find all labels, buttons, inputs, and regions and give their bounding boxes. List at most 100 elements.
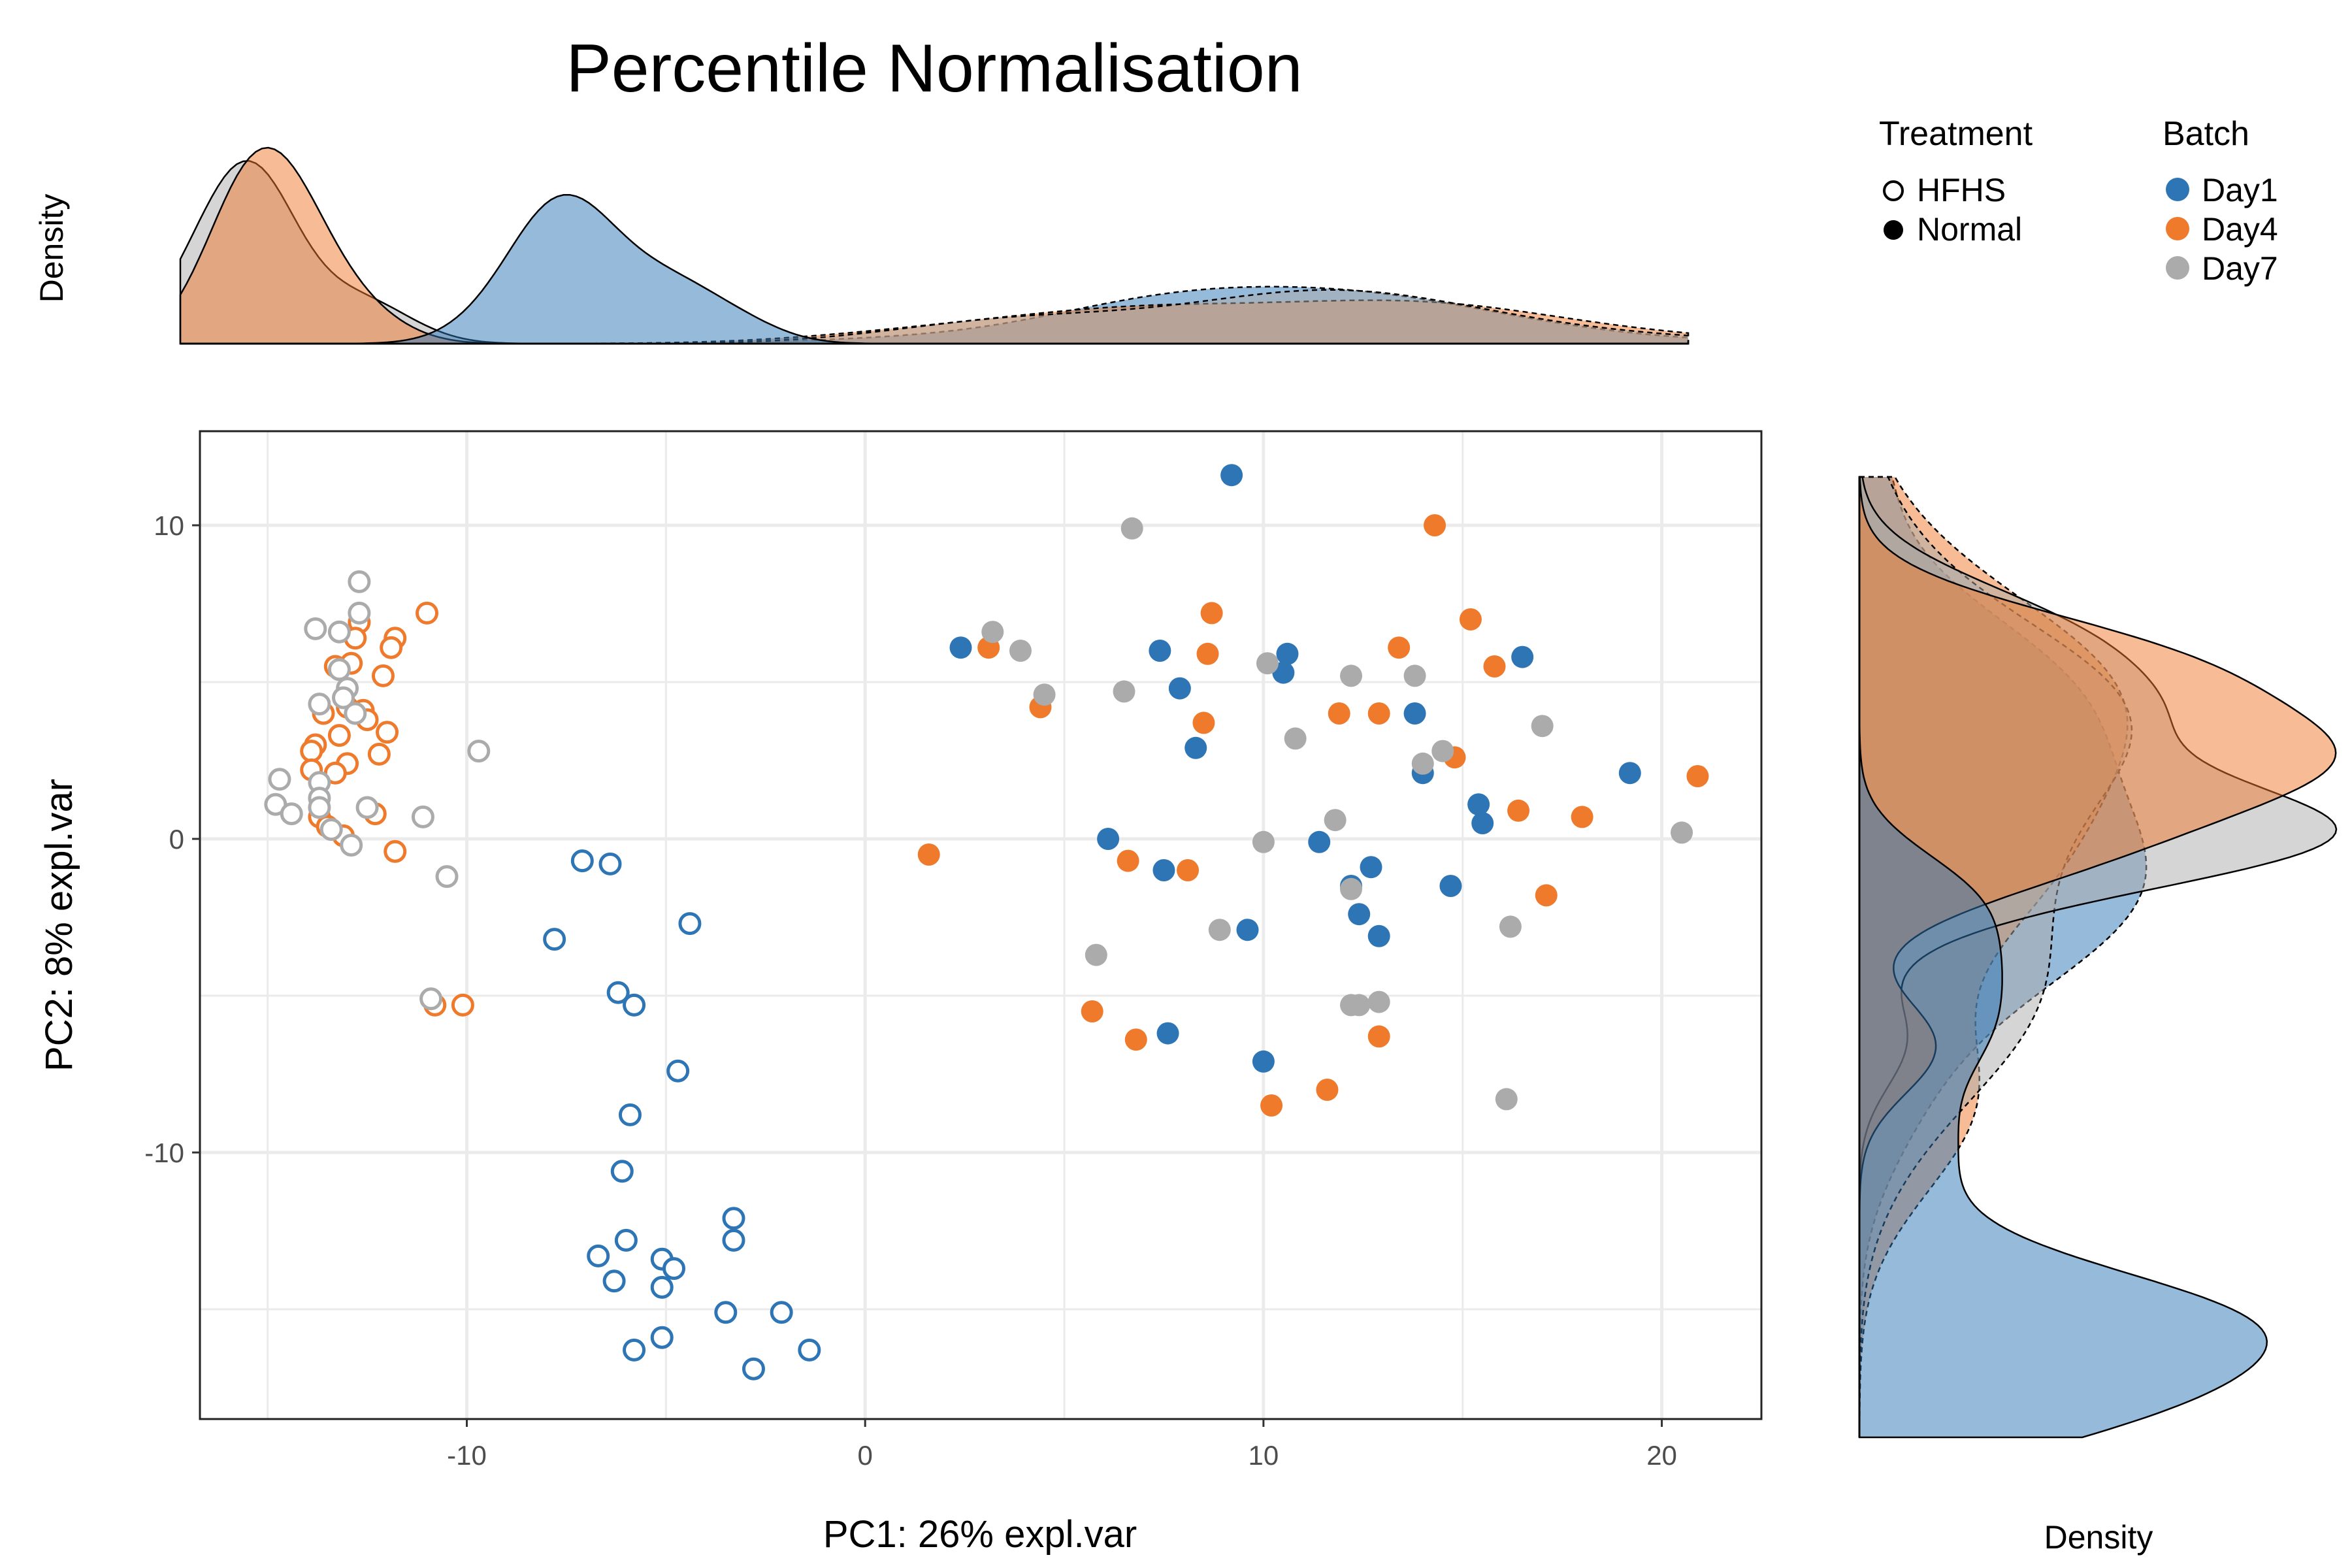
y-tick-label: -10 <box>144 1137 184 1168</box>
point-day7-normal <box>1033 683 1056 706</box>
point-day1-hfhs <box>770 1301 793 1324</box>
point-day7-normal <box>1284 727 1307 750</box>
point-day1-hfhs <box>614 1228 638 1252</box>
point-day7-normal <box>1009 640 1032 662</box>
point-day7-hfhs <box>331 686 355 710</box>
scatter-panel: -10 0 10 20 10 0 -10 PC1: 26% expl.var PC2: 8%… <box>38 430 1763 1556</box>
point-day7-hfhs <box>280 802 303 826</box>
point-day1-normal <box>949 636 972 659</box>
point-day1-hfhs <box>722 1207 745 1230</box>
point-day7-hfhs <box>308 693 331 716</box>
point-day7-normal <box>1531 715 1554 738</box>
point-day4-hfhs <box>300 740 323 763</box>
legend-normal-marker <box>1884 220 1903 240</box>
point-day7-hfhs <box>419 987 443 1011</box>
point-day1-normal <box>1308 830 1331 853</box>
point-day4-hfhs <box>371 664 395 687</box>
point-day1-hfhs <box>678 912 702 936</box>
point-day7-normal <box>1403 664 1426 687</box>
point-day4-normal <box>1686 765 1709 787</box>
point-day7-normal <box>1340 994 1363 1017</box>
x-axis-title: PC1: 26% expl.var <box>823 1513 1137 1556</box>
point-day4-hfhs <box>380 636 403 659</box>
point-day1-normal <box>1097 828 1120 850</box>
point-day7-hfhs <box>348 570 371 593</box>
x-tick-label: 20 <box>1646 1440 1677 1471</box>
point-day4-hfhs <box>327 724 351 747</box>
point-day1-normal <box>1618 762 1641 785</box>
legend-hfhs-marker <box>1883 180 1904 201</box>
point-day7-hfhs <box>340 834 363 857</box>
point-day1-hfhs <box>662 1257 686 1281</box>
point-day1-normal <box>1156 1022 1179 1045</box>
point-day1-normal <box>1168 677 1191 700</box>
point-day7-normal <box>1085 943 1107 966</box>
point-day4-normal <box>1571 806 1593 828</box>
point-day4-normal <box>1367 1025 1390 1048</box>
point-day7-hfhs <box>327 658 351 681</box>
point-day4-normal <box>917 843 940 866</box>
point-day7-normal <box>1499 915 1522 938</box>
point-day7-hfhs <box>348 601 371 625</box>
point-day4-normal <box>1192 711 1215 734</box>
y-tick-label: 10 <box>154 510 184 541</box>
point-day1-normal <box>1403 702 1426 725</box>
legend-batch-title: Batch <box>2163 115 2249 153</box>
point-day4-normal <box>1388 636 1411 659</box>
x-tick-label: -10 <box>447 1440 487 1471</box>
point-day7-normal <box>981 621 1004 644</box>
point-day4-hfhs <box>384 840 407 863</box>
point-day4-normal <box>1507 799 1530 822</box>
right-density-curves <box>1858 476 2338 1439</box>
point-day7-normal <box>1367 990 1390 1013</box>
x-tick-label: 0 <box>858 1440 873 1471</box>
point-day1-hfhs <box>742 1357 765 1380</box>
point-day1-hfhs <box>587 1244 610 1267</box>
point-day1-hfhs <box>623 1338 646 1362</box>
point-day1-normal <box>1276 642 1299 665</box>
point-day7-hfhs <box>344 702 367 725</box>
point-day1-normal <box>1220 464 1243 487</box>
plot-border <box>199 430 1763 1420</box>
point-day7-normal <box>1340 877 1363 900</box>
data-points <box>264 464 1709 1380</box>
point-day7-hfhs <box>308 796 331 819</box>
legend-day1-label: Day1 <box>2202 172 2278 208</box>
legend-day7-marker <box>2166 256 2189 280</box>
point-day1-normal <box>1439 875 1462 897</box>
point-day7-normal <box>1431 740 1454 762</box>
legend-normal-label: Normal <box>1917 211 2022 248</box>
point-day1-hfhs <box>623 993 646 1017</box>
legend: Treatment HFHS Normal Batch Day1 Day4 Da… <box>1879 115 2278 287</box>
point-day1-normal <box>1367 924 1390 947</box>
point-day4-hfhs <box>376 721 399 744</box>
point-day7-normal <box>1252 830 1275 853</box>
point-day1-hfhs <box>543 928 566 951</box>
point-day4-normal <box>1081 1000 1103 1022</box>
x-tick-label: 10 <box>1249 1440 1279 1471</box>
legend-day4-label: Day4 <box>2202 211 2278 248</box>
y-axis-title: PC2: 8% expl.var <box>38 779 80 1071</box>
point-day4-normal <box>1535 884 1558 907</box>
point-day1-hfhs <box>618 1103 642 1126</box>
point-day7-hfhs <box>319 818 343 841</box>
point-day7-normal <box>1256 652 1279 675</box>
top-density-panel: Density <box>33 146 1690 345</box>
point-day1-hfhs <box>602 1269 626 1293</box>
point-day7-hfhs <box>435 865 459 889</box>
point-day1-hfhs <box>722 1228 745 1252</box>
point-day1-hfhs <box>570 849 594 873</box>
point-day7-normal <box>1671 821 1693 844</box>
legend-day7-label: Day7 <box>2202 250 2278 287</box>
point-day4-normal <box>1483 655 1506 678</box>
point-day4-normal <box>1177 859 1200 881</box>
point-day1-normal <box>1236 919 1259 941</box>
point-day4-hfhs <box>451 993 474 1017</box>
point-day4-normal <box>1459 608 1482 630</box>
point-day7-hfhs <box>268 768 291 791</box>
point-day1-hfhs <box>714 1301 738 1324</box>
top-density-label: Density <box>33 194 70 303</box>
point-day1-normal <box>1511 645 1534 668</box>
point-day7-hfhs <box>327 620 351 644</box>
